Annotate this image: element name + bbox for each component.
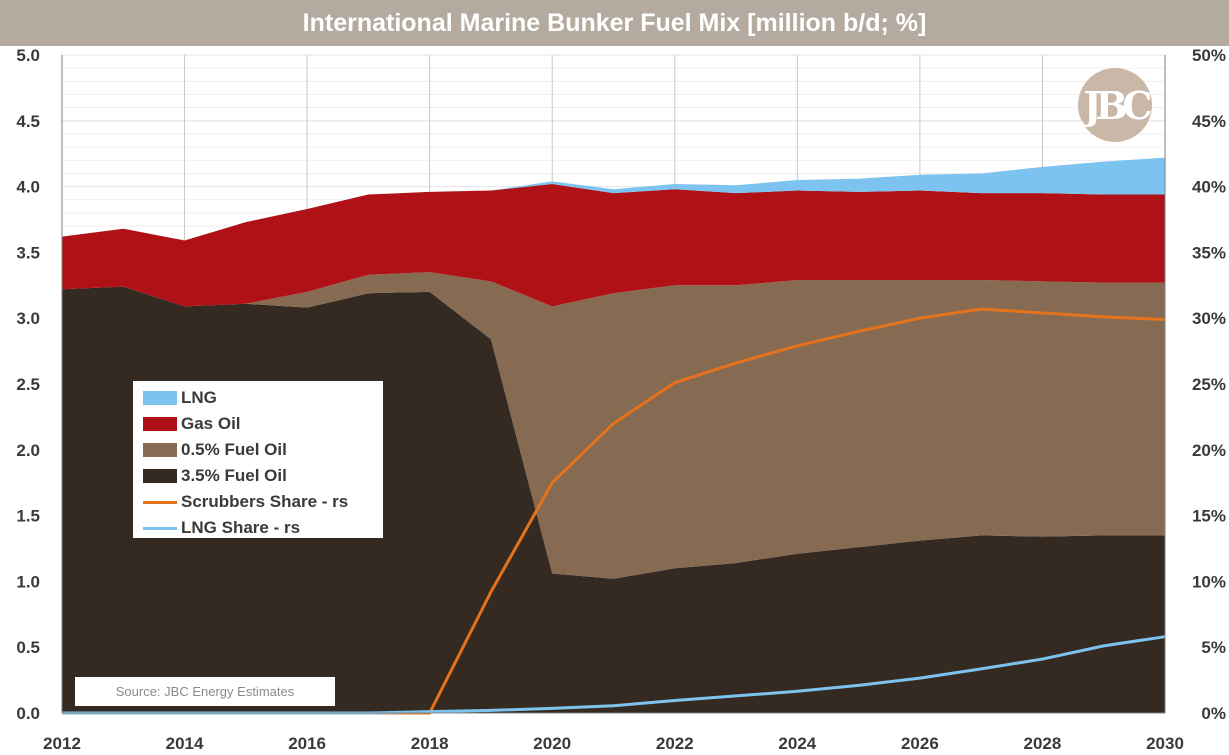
- x-tick-label: 2012: [43, 734, 81, 753]
- x-tick-label: 2022: [656, 734, 694, 753]
- y-left-tick-label: 0.0: [16, 704, 40, 723]
- x-tick-label: 2020: [533, 734, 571, 753]
- legend-label-gas-oil: Gas Oil: [181, 414, 241, 433]
- y-right-tick-label: 35%: [1192, 243, 1226, 262]
- y-right-tick-label: 20%: [1192, 441, 1226, 460]
- legend-item-05-fuel-oil: 0.5% Fuel Oil: [143, 437, 383, 463]
- tick-labels: 0.0 0.5 1.0 1.5 2.0 2.5 3.0 3.5 4.0 4.5 5.0 0% 5% 10%…: [16, 46, 1226, 753]
- y-right-tick-label: 50%: [1192, 46, 1226, 65]
- y-left-tick-label: 4.0: [16, 178, 40, 197]
- legend-item-scrubbers-share: Scrubbers Share - rs: [143, 489, 383, 515]
- legend-label-35-fuel-oil: 3.5% Fuel Oil: [181, 466, 287, 485]
- legend-swatch-lng-share: [143, 526, 177, 530]
- legend-label-lng-share: LNG Share - rs: [181, 518, 301, 537]
- axes: [61, 55, 1166, 714]
- y-left-tick-label: 2.0: [16, 441, 40, 460]
- y-right-tick-label: 0%: [1201, 704, 1226, 723]
- legend: LNG Gas Oil 0.5% Fuel Oil 3.5% Fuel Oil …: [133, 381, 383, 538]
- legend-swatch-gas-oil: [143, 417, 177, 431]
- legend-label-lng: LNG: [181, 388, 217, 407]
- x-tick-label: 2026: [901, 734, 939, 753]
- jbc-logo: JBC: [1078, 68, 1153, 142]
- legend-item-35-fuel-oil: 3.5% Fuel Oil: [143, 463, 383, 489]
- x-tick-label: 2014: [166, 734, 204, 753]
- legend-swatch-05-fuel-oil: [143, 443, 177, 457]
- area-gas-oil: [62, 183, 1165, 307]
- source-note: Source: JBC Energy Estimates: [75, 677, 335, 706]
- legend-label-05-fuel-oil: 0.5% Fuel Oil: [181, 440, 287, 459]
- y-right-tick-label: 15%: [1192, 507, 1226, 526]
- x-tick-label: 2018: [411, 734, 449, 753]
- y-left-tick-label: 0.5: [16, 638, 40, 657]
- y-right-tick-label: 45%: [1192, 112, 1226, 131]
- y-left-tick-label: 2.5: [16, 375, 40, 394]
- area-lng: [62, 157, 1165, 241]
- y-left-tick-label: 3.5: [16, 243, 40, 262]
- legend-swatch-35-fuel-oil: [143, 469, 177, 483]
- x-tick-label: 2016: [288, 734, 326, 753]
- y-left-tick-label: 4.5: [16, 112, 40, 131]
- x-tick-label: 2030: [1146, 734, 1184, 753]
- legend-swatch-scrubbers-share: [143, 500, 177, 504]
- y-right-tick-label: 5%: [1201, 638, 1226, 657]
- y-left-tick-label: 3.0: [16, 309, 40, 328]
- y-right-tick-label: 30%: [1192, 309, 1226, 328]
- legend-item-lng-share: LNG Share - rs: [143, 515, 383, 541]
- legend-item-lng: LNG: [143, 385, 383, 411]
- legend-item-gas-oil: Gas Oil: [143, 411, 383, 437]
- x-tick-label: 2024: [778, 734, 816, 753]
- y-right-tick-label: 10%: [1192, 572, 1226, 591]
- y-left-tick-label: 5.0: [16, 46, 40, 65]
- x-tick-label: 2028: [1024, 734, 1062, 753]
- y-left-tick-label: 1.5: [16, 507, 40, 526]
- y-right-tick-label: 25%: [1192, 375, 1226, 394]
- legend-label-scrubbers-share: Scrubbers Share - rs: [181, 492, 349, 511]
- y-right-tick-label: 40%: [1192, 178, 1226, 197]
- chart-title: International Marine Bunker Fuel Mix [mi…: [0, 0, 1229, 46]
- legend-swatch-lng: [143, 391, 177, 405]
- y-left-tick-label: 1.0: [16, 572, 40, 591]
